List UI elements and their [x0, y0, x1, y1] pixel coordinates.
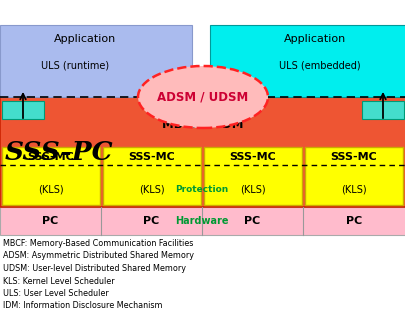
Text: PC: PC: [42, 216, 58, 226]
Bar: [0, 207, 405, 235]
Text: Application: Application: [283, 34, 345, 44]
Text: (KLS): (KLS): [340, 184, 366, 194]
Bar: [2, 147, 100, 205]
Bar: [361, 101, 403, 119]
Text: ADSM: Asymmetric Distributed Shared Memory: ADSM: Asymmetric Distributed Shared Memo…: [3, 251, 194, 261]
Bar: [2, 101, 44, 119]
Text: Application: Application: [54, 34, 116, 44]
Text: SSS-MC: SSS-MC: [229, 152, 276, 162]
Text: ULS (embedded): ULS (embedded): [279, 60, 360, 70]
Ellipse shape: [138, 66, 267, 128]
Text: (KLS): (KLS): [240, 184, 265, 194]
Text: SSS-MC: SSS-MC: [330, 152, 376, 162]
Text: PC: PC: [345, 216, 361, 226]
Text: ADSM / UDSM: ADSM / UDSM: [157, 90, 248, 103]
Text: PC: PC: [143, 216, 159, 226]
Bar: [0, 25, 192, 97]
Text: KLS: Kernel Level Scheduler: KLS: Kernel Level Scheduler: [3, 276, 114, 286]
Text: IDM: Information Disclosure Mechanism: IDM: Information Disclosure Mechanism: [3, 301, 162, 310]
Bar: [0, 97, 405, 207]
Text: ULS (runtime): ULS (runtime): [41, 60, 109, 70]
Text: UDSM: User-level Distributed Shared Memory: UDSM: User-level Distributed Shared Memo…: [3, 264, 185, 273]
Text: (KLS): (KLS): [38, 184, 64, 194]
Bar: [209, 25, 405, 97]
Text: ULS: User Level Scheduler: ULS: User Level Scheduler: [3, 289, 109, 298]
Bar: [103, 147, 200, 205]
Text: SSS-MC: SSS-MC: [28, 152, 74, 162]
Text: SSS-PC: SSS-PC: [5, 139, 113, 165]
Bar: [203, 147, 301, 205]
Bar: [304, 147, 402, 205]
Text: Protection: Protection: [175, 184, 228, 193]
Text: MBCF: Memory-Based Communication Facilities: MBCF: Memory-Based Communication Facilit…: [3, 239, 193, 248]
Text: PC: PC: [243, 216, 260, 226]
Text: (KLS): (KLS): [139, 184, 164, 194]
Text: Hardware: Hardware: [175, 216, 228, 226]
Text: SSS-MC: SSS-MC: [128, 152, 175, 162]
Text: MBCF + IDM: MBCF + IDM: [162, 119, 243, 132]
